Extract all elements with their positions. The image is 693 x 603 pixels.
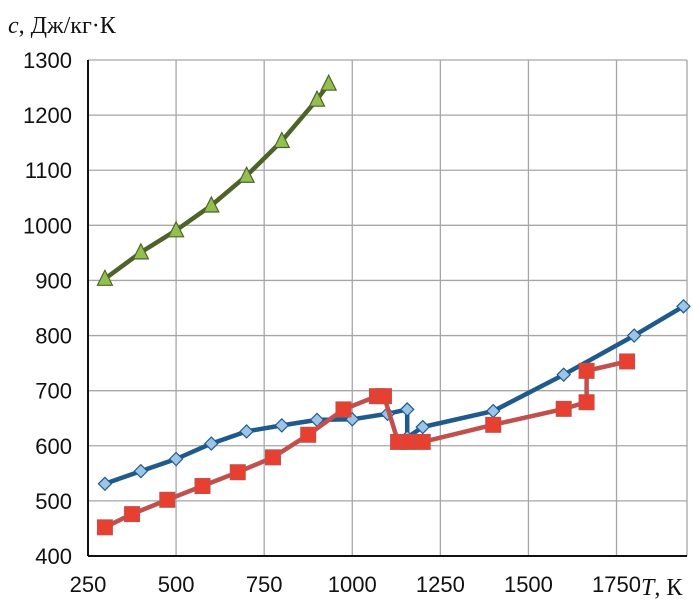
x-axis-unit: , К bbox=[654, 575, 683, 601]
data-point-square bbox=[401, 434, 416, 449]
data-point-square bbox=[301, 427, 316, 442]
series-triangle bbox=[97, 75, 336, 285]
y-tick-label: 1200 bbox=[23, 103, 72, 128]
x-tick-label: 250 bbox=[70, 572, 107, 597]
y-tick-label: 600 bbox=[35, 434, 72, 459]
data-point-square bbox=[556, 401, 571, 416]
data-point-square bbox=[97, 520, 112, 535]
data-point-square bbox=[620, 354, 635, 369]
y-tick-label: 400 bbox=[35, 544, 72, 569]
data-point-square bbox=[336, 402, 351, 417]
x-tick-label: 1000 bbox=[328, 572, 377, 597]
y-axis-label: c, Дж/кг·К bbox=[8, 13, 117, 39]
y-tick-label: 1000 bbox=[23, 213, 72, 238]
data-point-square bbox=[125, 507, 140, 522]
data-point-square bbox=[376, 389, 391, 404]
y-tick-label: 500 bbox=[35, 489, 72, 514]
data-point-square bbox=[415, 434, 430, 449]
series-layer bbox=[97, 75, 690, 535]
data-point-square bbox=[265, 450, 280, 465]
data-point-square bbox=[160, 492, 175, 507]
y-axis-unit: , Дж/кг·К bbox=[19, 13, 117, 39]
x-tick-label: 1500 bbox=[504, 572, 553, 597]
tick-labels: 400 500 600 700 800 900 1000 1100 1200 1300 250 500… bbox=[23, 48, 641, 597]
data-point-square bbox=[230, 465, 245, 480]
data-point-diamond bbox=[134, 465, 147, 478]
y-tick-label: 800 bbox=[35, 324, 72, 349]
y-axis-symbol: c bbox=[8, 13, 19, 39]
data-point-square bbox=[195, 479, 210, 494]
data-point-diamond bbox=[205, 437, 218, 450]
data-point-diamond bbox=[401, 403, 414, 416]
x-tick-label: 500 bbox=[158, 572, 195, 597]
x-tick-label: 750 bbox=[246, 572, 283, 597]
data-point-triangle bbox=[321, 75, 336, 90]
x-tick-label: 1250 bbox=[416, 572, 465, 597]
data-point-diamond bbox=[98, 477, 111, 490]
x-axis-label: T, К bbox=[641, 575, 683, 601]
data-point-diamond bbox=[170, 453, 183, 466]
data-point-square bbox=[579, 395, 594, 410]
y-tick-label: 1100 bbox=[25, 158, 72, 183]
y-tick-label: 700 bbox=[35, 379, 72, 404]
y-tick-label: 900 bbox=[35, 268, 72, 293]
series-diamond bbox=[98, 300, 690, 490]
y-tick-label: 1300 bbox=[23, 48, 72, 73]
data-point-square bbox=[486, 417, 501, 432]
series-line bbox=[105, 362, 627, 528]
series-line bbox=[105, 306, 684, 484]
x-tick-label: 1750 bbox=[592, 572, 641, 597]
data-point-diamond bbox=[275, 419, 288, 432]
grid bbox=[88, 60, 687, 556]
data-point-square bbox=[579, 363, 594, 378]
data-point-diamond bbox=[240, 425, 253, 438]
